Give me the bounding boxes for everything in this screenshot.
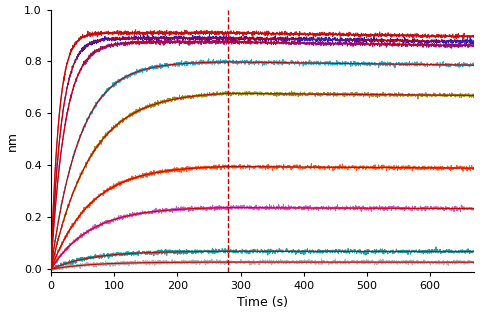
X-axis label: Time (s): Time (s) xyxy=(237,296,288,309)
Y-axis label: nm: nm xyxy=(6,131,19,151)
